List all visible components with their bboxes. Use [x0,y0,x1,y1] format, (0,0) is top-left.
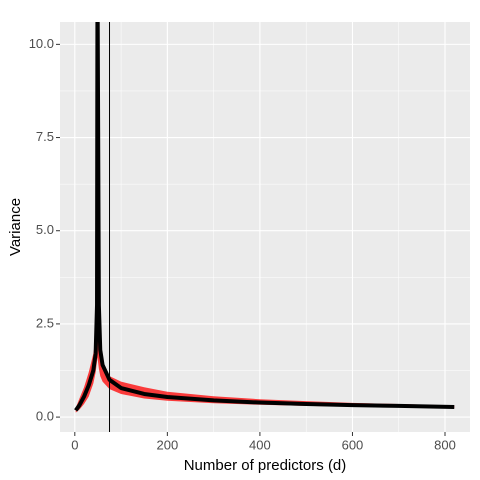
x-tick-label: 0 [71,437,78,452]
x-tick-label: 400 [249,437,271,452]
y-tick-label: 7.5 [36,129,54,144]
y-tick-label: 2.5 [36,315,54,330]
y-tick-label: 5.0 [36,222,54,237]
y-axis-title: Variance [7,198,24,256]
x-axis-title: Number of predictors (d) [184,457,347,474]
x-tick-label: 200 [157,437,179,452]
y-tick-label: 10.0 [29,36,54,51]
line [74,22,455,412]
panel [60,22,470,432]
x-tick-label: 800 [434,437,456,452]
y-tick-label: 0.0 [36,409,54,424]
x-tick-label: 600 [342,437,364,452]
